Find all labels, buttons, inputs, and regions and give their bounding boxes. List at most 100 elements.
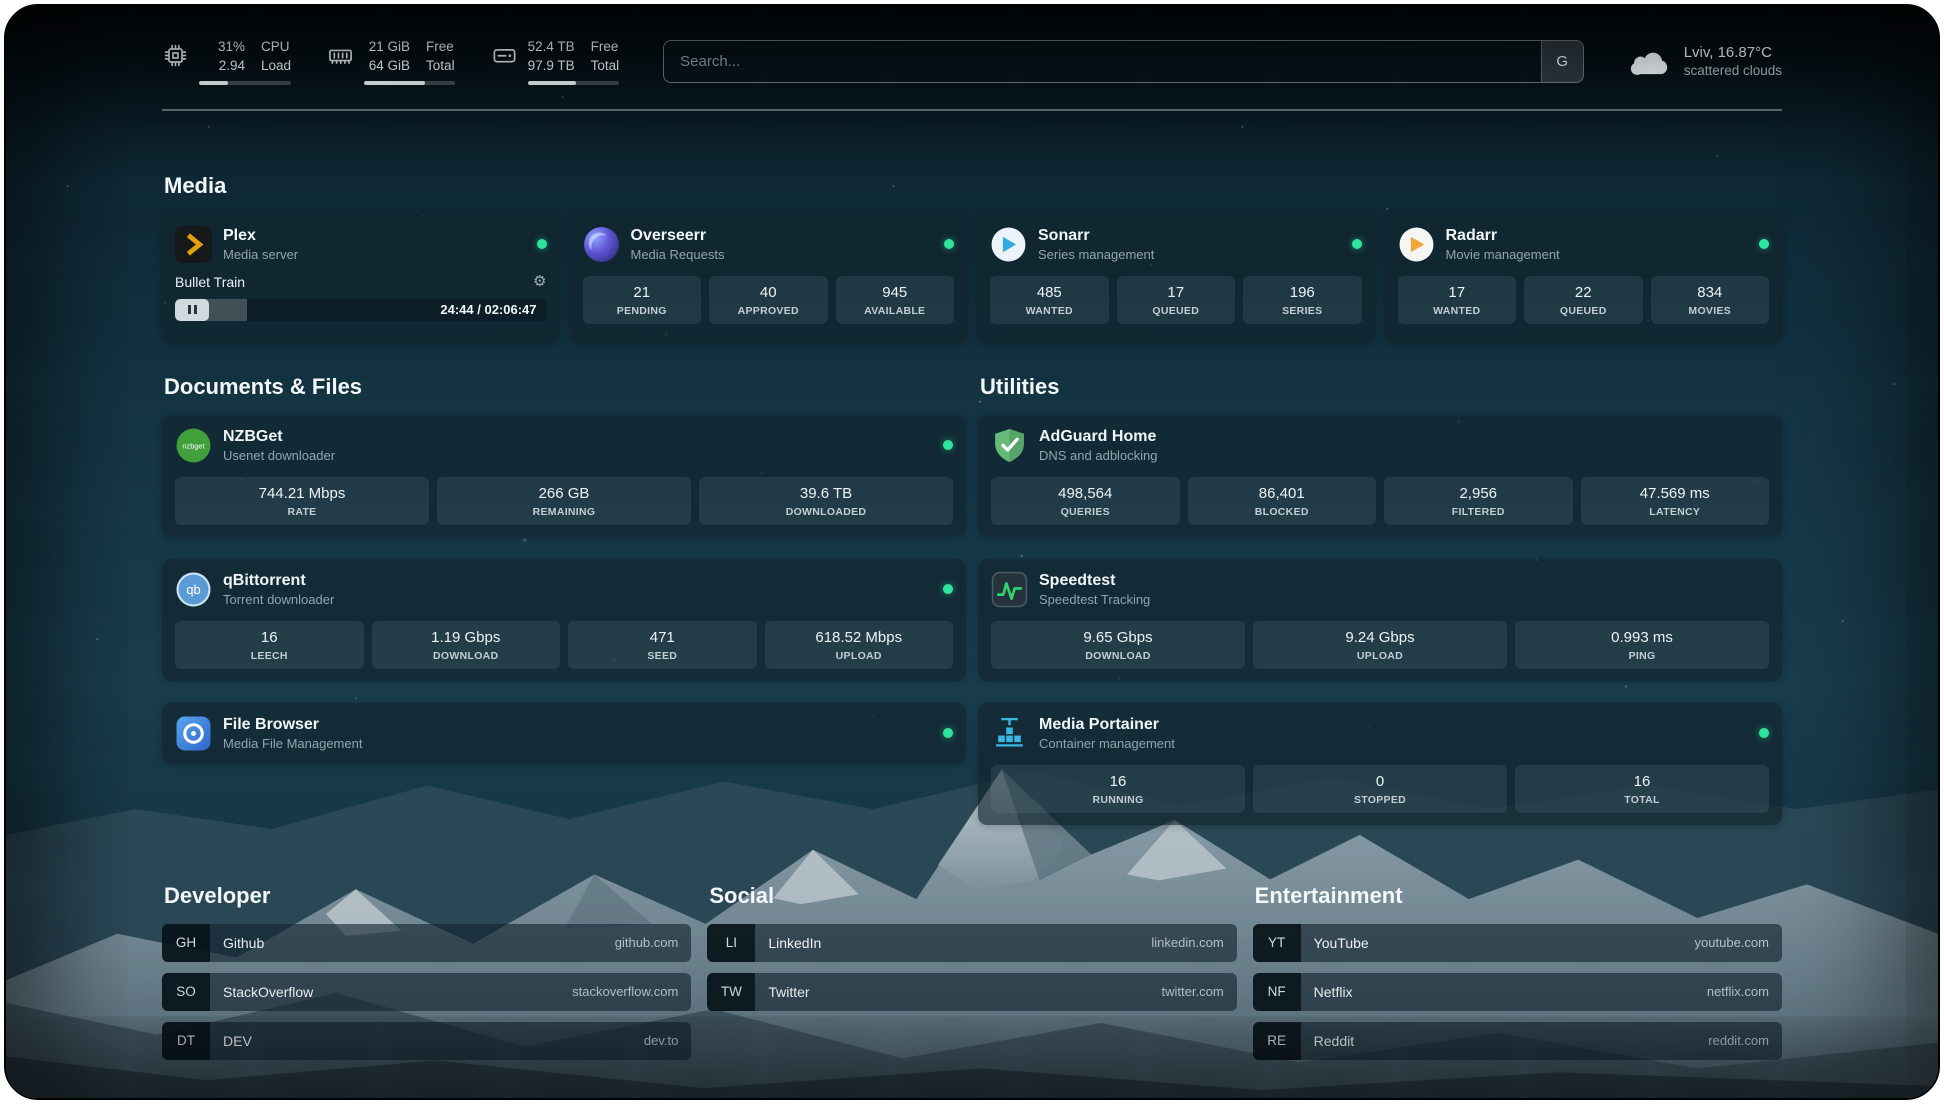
portainer-link[interactable]: Media Portainer Container management xyxy=(991,715,1175,752)
overseerr-link[interactable]: Overseerr Media Requests xyxy=(583,226,724,263)
stat-label: RUNNING xyxy=(1092,793,1144,806)
stat-value: 196 xyxy=(1289,283,1315,301)
status-dot-online xyxy=(943,728,953,739)
bookmark-abbr: RE xyxy=(1252,1021,1301,1060)
stat-stopped: 0 STOPPED xyxy=(1253,764,1507,813)
cpu-usage-value: 31% xyxy=(217,39,245,54)
sonarr-card: Sonarr Series management 485 WANTED 17 QUE… xyxy=(977,213,1375,344)
svg-text:qb: qb xyxy=(186,582,200,597)
stat-pending: 21 PENDING xyxy=(582,275,701,324)
search-input[interactable] xyxy=(663,39,1584,83)
service-name: Speedtest xyxy=(1039,571,1116,589)
plex-link[interactable]: Plex Media server xyxy=(175,225,299,263)
bookmark-twitter[interactable]: TW Twitter twitter.com xyxy=(707,972,1237,1011)
bookmark-reddit[interactable]: RE Reddit reddit.com xyxy=(1252,1021,1782,1060)
filebrowser-link[interactable]: File Browser Media File Management xyxy=(175,715,362,752)
adguard-icon xyxy=(991,427,1028,464)
bookmark-name: DEV xyxy=(223,1032,252,1049)
stat-label: QUERIES xyxy=(1060,505,1110,518)
stat-value: 266 GB xyxy=(538,484,590,502)
bookmark-name: StackOverflow xyxy=(223,983,314,1000)
stat-label: APPROVED xyxy=(737,304,799,317)
service-name: File Browser xyxy=(223,715,320,733)
service-subtitle: Speedtest Tracking xyxy=(1039,591,1151,607)
bookmark-abbr: LI xyxy=(707,923,756,962)
stat-wanted: 17 WANTED xyxy=(1397,275,1516,324)
stat-label: FILTERED xyxy=(1451,505,1505,518)
memory-total-label: Total xyxy=(426,57,455,73)
stat-value: 40 xyxy=(759,283,777,301)
cpu-widget: 31% 2.94 CPU Load xyxy=(162,38,292,85)
stat-value: 21 xyxy=(633,283,651,301)
bookmark-name: LinkedIn xyxy=(768,934,822,951)
status-dot-online xyxy=(1351,239,1362,250)
disk-icon xyxy=(493,49,516,63)
radarr-icon xyxy=(1398,226,1435,263)
bookmark-url: dev.to xyxy=(643,1033,679,1049)
service-subtitle: Media server xyxy=(223,246,299,262)
bookmark-youtube[interactable]: YT YouTube youtube.com xyxy=(1252,923,1782,962)
stat-value: 945 xyxy=(882,283,908,301)
stat-seed: 471 SEED xyxy=(568,620,757,669)
stat-value: 0 xyxy=(1375,772,1385,790)
qbittorrent-link[interactable]: qb qBittorrent Torrent downloader xyxy=(175,571,334,608)
stat-value: 9.65 Gbps xyxy=(1083,628,1153,646)
bookmark-netflix[interactable]: NF Netflix netflix.com xyxy=(1252,972,1782,1011)
stat-label: WANTED xyxy=(1433,304,1481,317)
plex-card: Plex Media server Bullet Train ⚙ 24:4 xyxy=(162,213,560,344)
disk-free-value: 52.4 TB xyxy=(527,39,575,54)
disk-usage-bar-fill xyxy=(527,80,577,85)
stat-value: 17 xyxy=(1167,283,1185,301)
search-bar: G xyxy=(663,39,1584,83)
sonarr-link[interactable]: Sonarr Series management xyxy=(990,226,1154,263)
stat-value: 0.993 ms xyxy=(1611,628,1673,646)
stat-downloaded: 39.6 TB DOWNLOADED xyxy=(699,476,953,525)
stat-running: 16 RUNNING xyxy=(991,764,1245,813)
dashboard-window: 31% 2.94 CPU Load xyxy=(4,4,1940,1100)
documents-section-title: Documents & Files xyxy=(164,373,363,399)
bookmark-name: Github xyxy=(223,934,265,951)
bookmark-abbr: DT xyxy=(162,1021,210,1060)
bookmark-abbr: TW xyxy=(707,972,756,1011)
stat-rate: 744.21 Mbps RATE xyxy=(175,476,429,525)
adguard-link[interactable]: AdGuard Home DNS and adblocking xyxy=(991,427,1158,464)
service-name: qBittorrent xyxy=(223,571,306,589)
service-subtitle: Torrent downloader xyxy=(223,591,335,607)
section-documents: Documents & Files nzbget NZBGet Use xyxy=(162,374,966,764)
stat-value: 16 xyxy=(260,628,278,646)
stat-value: 16 xyxy=(1633,772,1651,790)
developer-section-title: Developer xyxy=(164,882,271,908)
section-developer: Developer GH Github github.com SO StackO… xyxy=(162,882,692,1060)
nzbget-link[interactable]: nzbget NZBGet Usenet downloader xyxy=(175,427,335,464)
bookmark-url: youtube.com xyxy=(1694,935,1769,951)
stat-value: 86,401 xyxy=(1258,484,1305,502)
bookmark-url: reddit.com xyxy=(1708,1033,1769,1049)
stat-label: PING xyxy=(1628,649,1656,662)
bookmark-linkedin[interactable]: LI LinkedIn linkedin.com xyxy=(707,923,1237,962)
bookmark-abbr: SO xyxy=(162,972,210,1011)
nzbget-icon: nzbget xyxy=(175,427,212,464)
search-provider-button[interactable]: G xyxy=(1540,40,1583,82)
memory-free-label: Free xyxy=(426,39,454,54)
plex-icon xyxy=(175,225,212,263)
pause-icon[interactable] xyxy=(175,298,209,321)
stat-label: SERIES xyxy=(1282,304,1323,317)
bookmark-github[interactable]: GH Github github.com xyxy=(162,923,692,962)
service-subtitle: DNS and adblocking xyxy=(1039,447,1158,463)
plex-settings-icon[interactable]: ⚙ xyxy=(533,273,547,291)
service-name: NZBGet xyxy=(223,427,283,445)
bookmark-stackoverflow[interactable]: SO StackOverflow stackoverflow.com xyxy=(162,972,692,1011)
stat-label: STOPPED xyxy=(1353,793,1407,806)
memory-widget: 21 GiB 64 GiB Free Total xyxy=(327,38,455,85)
service-subtitle: Series management xyxy=(1038,246,1155,262)
weather-widget: Lviv, 16.87°C scattered clouds xyxy=(1628,44,1782,78)
speedtest-link[interactable]: Speedtest Speedtest Tracking xyxy=(991,571,1150,608)
radarr-link[interactable]: Radarr Movie management xyxy=(1398,226,1560,263)
weather-location: Lviv, 16.87°C xyxy=(1683,44,1772,62)
stat-movies: 834 MOVIES xyxy=(1650,275,1769,324)
bookmark-abbr: GH xyxy=(162,923,210,962)
stat-value: 498,564 xyxy=(1058,484,1113,502)
bookmark-dev[interactable]: DT DEV dev.to xyxy=(162,1021,692,1060)
stat-wanted: 485 WANTED xyxy=(990,275,1109,324)
stat-value: 744.21 Mbps xyxy=(258,484,346,502)
